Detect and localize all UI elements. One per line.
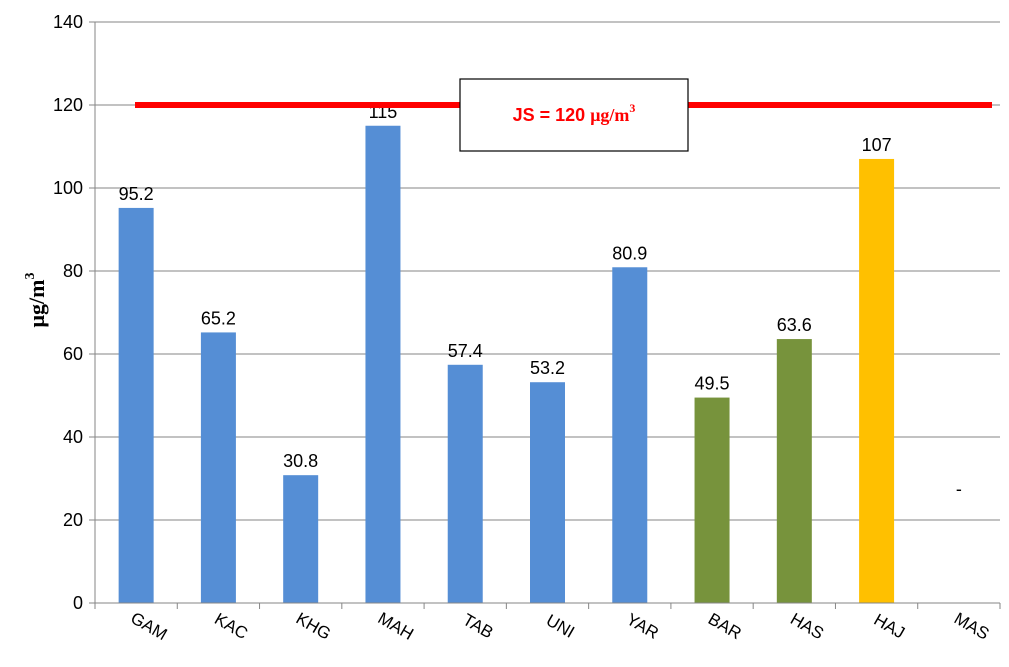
y-tick-label: 40 xyxy=(63,427,83,447)
bar-has xyxy=(776,339,812,603)
y-tick-label: 100 xyxy=(53,178,83,198)
reference-label: JS = 120 μg/m3 xyxy=(513,101,636,125)
x-tick-label: GAM xyxy=(127,608,170,644)
y-axis-label: μg/m3 xyxy=(23,273,49,328)
y-tick-label: 20 xyxy=(63,510,83,530)
x-tick-label: BAR xyxy=(705,609,745,643)
y-tick-label: 80 xyxy=(63,261,83,281)
bars xyxy=(118,125,895,604)
data-label: 95.2 xyxy=(119,184,154,204)
bar-mah xyxy=(365,125,401,603)
y-tick-label: 140 xyxy=(53,12,83,32)
bar-bar xyxy=(694,397,730,603)
x-tick-label: YAR xyxy=(623,610,662,643)
data-label: 30.8 xyxy=(283,451,318,471)
x-tick-label: UNI xyxy=(543,611,578,642)
y-tick-label: 60 xyxy=(63,344,83,364)
reference-label-box: JS = 120 μg/m3 xyxy=(459,78,689,152)
x-tick-label: HAS xyxy=(787,609,827,643)
data-label: 63.6 xyxy=(777,315,812,335)
data-label: 57.4 xyxy=(448,341,483,361)
data-label: - xyxy=(956,479,962,499)
data-label: 107 xyxy=(862,135,892,155)
y-tick-label: 120 xyxy=(53,95,83,115)
data-label: 80.9 xyxy=(612,243,647,263)
bar-gam xyxy=(118,207,154,604)
x-tick-label: KHG xyxy=(293,609,334,644)
bar-yar xyxy=(612,267,648,603)
y-tick-label: 0 xyxy=(73,593,83,613)
axes xyxy=(94,22,1001,609)
bar-uni xyxy=(530,382,565,603)
x-tick-label: MAH xyxy=(375,609,417,644)
data-label: 49.5 xyxy=(695,374,730,394)
x-tick-labels: GAM KAC KHG MAH TAB UNI YAR BAR HAS HAJ MAS xyxy=(127,608,992,644)
data-label: 65.2 xyxy=(201,308,236,328)
y-tick-labels: 0 20 40 60 80 100 120 140 xyxy=(53,12,83,613)
bar-tab xyxy=(447,364,483,603)
x-tick-label: KAC xyxy=(211,609,251,643)
x-tick-label: MAS xyxy=(951,609,992,644)
bar-kac xyxy=(200,332,236,603)
bar-khg xyxy=(283,475,319,603)
x-tick-label: TAB xyxy=(459,610,496,642)
data-label: 53.2 xyxy=(530,358,565,378)
bar-haj xyxy=(859,158,895,603)
x-tick-label: HAJ xyxy=(871,610,908,643)
